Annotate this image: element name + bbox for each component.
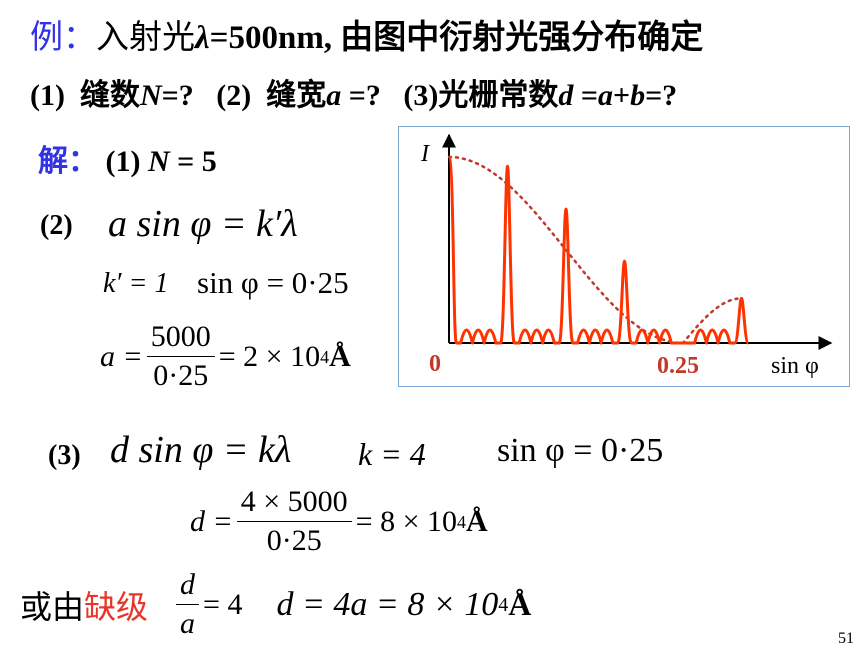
x-axis-label: sin φ — [771, 353, 819, 379]
solution-3-k: k = 4 — [358, 436, 426, 472]
solution-2-equation: a sin φ = k′λ — [108, 203, 298, 245]
y-axis-label: I — [420, 141, 430, 167]
solution-3-sin: sin φ = 0·25 — [497, 432, 664, 469]
solution-3-d: d = 4 × 5000 0·25 = 8 × 10 4 Å — [190, 485, 488, 558]
solution-3-number: (3) — [48, 440, 81, 471]
solution-2-number: (2) — [40, 210, 73, 241]
problem-statement: 例：入射光λ=500nm, 由图中衍射光强分布确定 — [30, 17, 704, 56]
fraction: 5000 0·25 — [146, 320, 215, 393]
example-label: 例： — [30, 17, 96, 56]
missing-order-term: 缺级 — [84, 587, 149, 626]
solution-1: 解： (1) N = 5 — [38, 144, 217, 179]
fraction: 4 × 5000 0·25 — [236, 485, 352, 558]
questions-line: (1) 缝数N=? (2) 缝宽a =? (3)光栅常数d =a+b=? — [30, 78, 678, 113]
solution-2-sin: sin φ = 0·25 — [197, 265, 349, 300]
tick-label-0: 0 — [429, 351, 441, 377]
solution-label: 解： — [38, 144, 98, 179]
single-slit-envelope — [447, 155, 743, 345]
page-number: 51 — [838, 630, 854, 647]
solution-2-k: k′ = 1 — [103, 268, 169, 299]
diffraction-intensity-chart: I 0 0.25 sin φ — [398, 126, 850, 387]
tick-label-025: 0.25 — [657, 353, 699, 379]
solution-3-equation: d sin φ = kλ — [110, 429, 292, 471]
chart-svg: I 0 0.25 sin φ — [420, 133, 833, 379]
intensity-curve — [447, 155, 750, 345]
solution-2-a: a = 5000 0·25 = 2 × 10 4 Å — [100, 320, 351, 393]
